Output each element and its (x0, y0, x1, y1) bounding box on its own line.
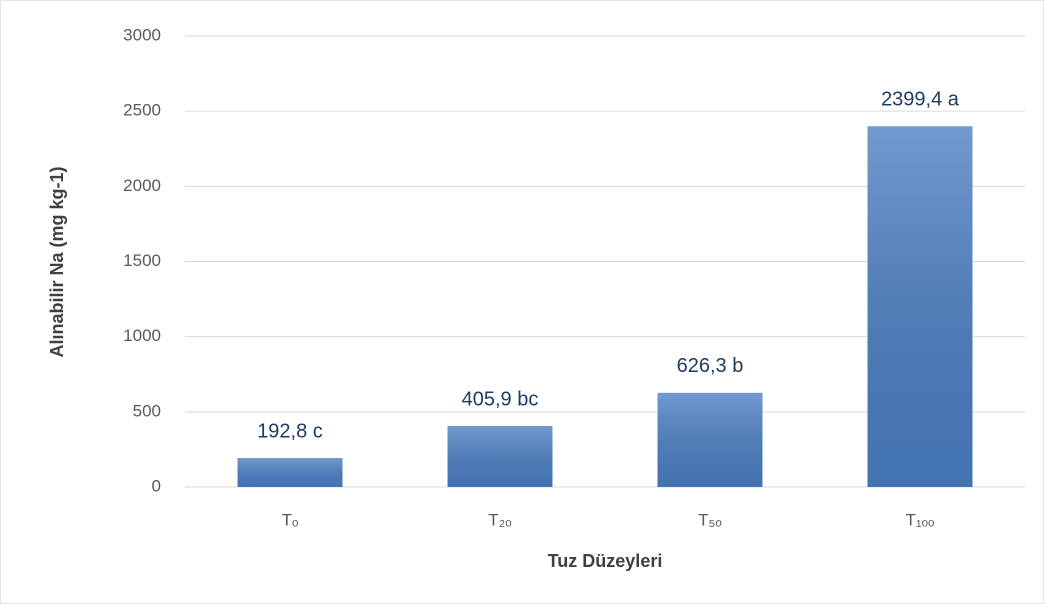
x-tick-label: T₁ₒₒ (906, 510, 935, 529)
bar-shade (237, 458, 343, 487)
value-label: 2399,4 a (881, 89, 960, 111)
y-tick-label: 1500 (123, 251, 161, 270)
value-label: 405,9 bc (462, 388, 539, 410)
x-tick-label: Tₒ (282, 510, 299, 529)
y-tick-label: 2000 (123, 176, 161, 195)
value-label: 192,8 c (257, 420, 323, 442)
y-tick-label: 1000 (123, 326, 161, 345)
y-tick-label: 0 (152, 476, 161, 495)
bar-shade (657, 392, 763, 487)
y-tick-label: 3000 (123, 25, 161, 44)
value-label: 626,3 b (677, 355, 744, 377)
y-tick-label: 2500 (123, 101, 161, 120)
y-axis-title: Alınabilir Na (mg kg-1) (47, 166, 67, 357)
bar-shade (447, 425, 553, 487)
x-axis-title: Tuz Düzeyleri (548, 551, 663, 571)
x-tick-label: T₅ₒ (698, 510, 722, 529)
x-tick-label: T₂ₒ (488, 510, 511, 529)
y-tick-label: 500 (133, 401, 161, 420)
bar-shade (867, 126, 973, 488)
